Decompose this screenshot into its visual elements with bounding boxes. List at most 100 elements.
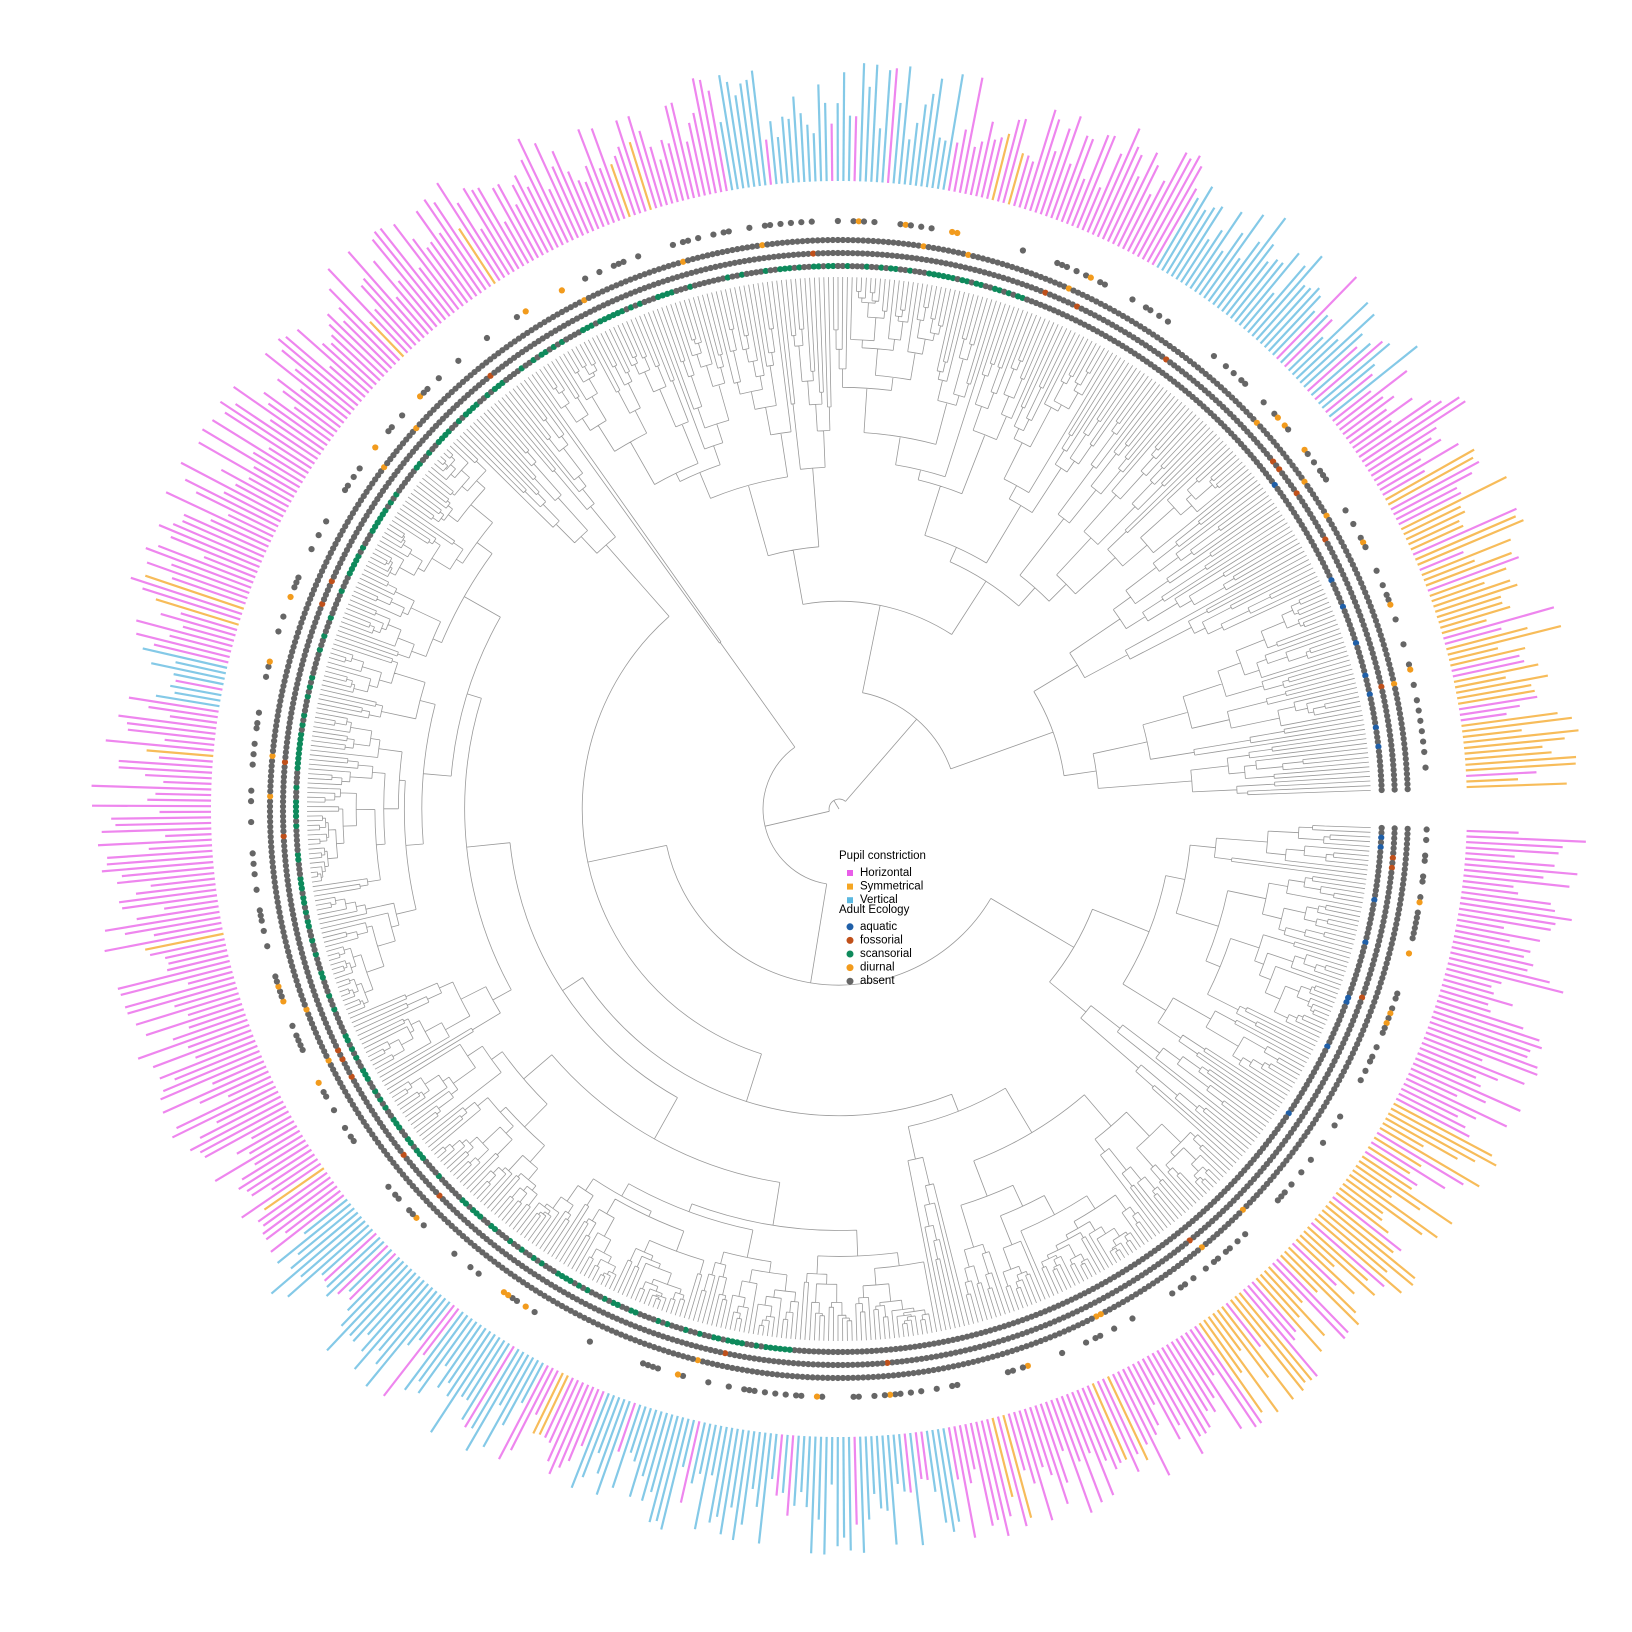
trait-dot <box>1382 703 1389 710</box>
tip-label <box>1170 207 1216 277</box>
tip-label <box>1364 1150 1418 1187</box>
trait-dot <box>277 697 284 705</box>
trait-dot <box>308 628 316 635</box>
trait-dot <box>1380 693 1387 700</box>
trait-dot <box>1360 584 1367 591</box>
trait-dot <box>282 862 290 869</box>
trait-dot <box>670 1350 677 1357</box>
trait-dot <box>957 1348 964 1355</box>
tip-label <box>1444 973 1492 988</box>
trait-dot <box>688 1341 695 1349</box>
trait-dot <box>1042 275 1049 282</box>
trait-dot <box>714 1361 721 1368</box>
trait-dot <box>1023 1343 1030 1350</box>
trait-dot <box>696 1330 703 1337</box>
trait-dot <box>696 281 703 288</box>
tip-label <box>1464 863 1578 876</box>
trait-dot <box>868 1347 875 1355</box>
tip-label <box>1234 1295 1306 1383</box>
trait-dot <box>1387 945 1394 952</box>
trait-dot <box>287 896 294 904</box>
tip-label <box>881 1435 889 1511</box>
trait-dot <box>933 1385 940 1392</box>
trait-dot <box>1373 882 1380 889</box>
trait-dot <box>954 1335 961 1342</box>
trait-dot <box>1383 707 1390 715</box>
trait-dot <box>780 252 787 259</box>
trait-dot <box>844 1374 852 1382</box>
trait-dot <box>748 270 755 277</box>
trait-dot <box>296 671 303 678</box>
trait-dot <box>1377 979 1384 986</box>
tip-label <box>471 189 520 270</box>
trait-dot <box>1169 1290 1176 1297</box>
tip-label <box>1361 1155 1413 1191</box>
tip-label <box>257 1171 328 1223</box>
tip-label <box>1446 967 1502 985</box>
trait-dot <box>805 250 812 257</box>
tip-label <box>1189 211 1243 290</box>
tip-label <box>847 115 852 182</box>
trait-dot <box>314 955 321 963</box>
trait-dot <box>1177 1284 1184 1291</box>
trait-dot <box>702 266 709 273</box>
tip-label <box>1091 1383 1128 1461</box>
trait-dot <box>869 250 876 258</box>
trait-dot <box>849 1361 856 1368</box>
tip-label <box>1121 1368 1158 1436</box>
trait-dot <box>250 751 257 758</box>
trait-dot <box>297 1042 304 1049</box>
trait-dot <box>1059 261 1066 269</box>
tip-label <box>1065 1393 1091 1454</box>
trait-dot <box>1379 636 1386 644</box>
trait-dot <box>813 1393 821 1400</box>
trait-dot <box>779 239 786 246</box>
trait-dot <box>293 977 300 984</box>
trait-dot <box>1051 279 1059 286</box>
trait-dot <box>967 265 974 272</box>
trait-dot <box>301 712 308 719</box>
trait-dot <box>1377 678 1384 686</box>
tip-label <box>707 90 728 192</box>
tip-label <box>1376 458 1422 487</box>
tip-label <box>1023 109 1057 210</box>
tip-label <box>1332 1196 1402 1252</box>
trait-dot <box>276 988 284 995</box>
trait-dot <box>288 710 295 717</box>
tip-label <box>1410 1067 1487 1104</box>
trait-dot <box>717 262 724 269</box>
trait-dot <box>940 1338 947 1345</box>
tip-label <box>290 1211 359 1270</box>
tip-label <box>1267 1266 1303 1304</box>
trait-dot <box>762 1343 769 1351</box>
tip-label <box>1462 729 1522 739</box>
trait-dot <box>908 1357 915 1364</box>
trait-dot <box>267 793 274 800</box>
trait-dot <box>902 1344 909 1352</box>
tip-label <box>436 1324 483 1389</box>
trait-dot <box>646 269 653 276</box>
trait-dot <box>885 239 892 246</box>
trait-dot <box>272 884 279 891</box>
tip-label <box>1317 1213 1388 1273</box>
trait-dot <box>1401 866 1408 873</box>
trait-dot <box>820 1361 827 1368</box>
tip-label <box>326 1264 409 1352</box>
tip-label <box>1434 1005 1540 1042</box>
trait-dot <box>617 280 625 287</box>
trait-dot <box>1377 839 1385 846</box>
trait-dot <box>815 263 822 270</box>
trait-dot <box>1375 743 1382 750</box>
trait-dot <box>1369 608 1376 615</box>
tip-label <box>147 798 212 802</box>
trait-dot <box>886 1391 894 1398</box>
tip-label <box>163 780 212 785</box>
trait-dot <box>1377 632 1384 639</box>
tip-label <box>220 468 290 508</box>
tip-label <box>1338 1187 1383 1222</box>
tip-label <box>1280 1254 1318 1293</box>
tip-label <box>1412 507 1517 556</box>
tip-label <box>1216 217 1287 309</box>
tip-label <box>892 1434 899 1485</box>
trait-dot <box>1395 705 1403 712</box>
